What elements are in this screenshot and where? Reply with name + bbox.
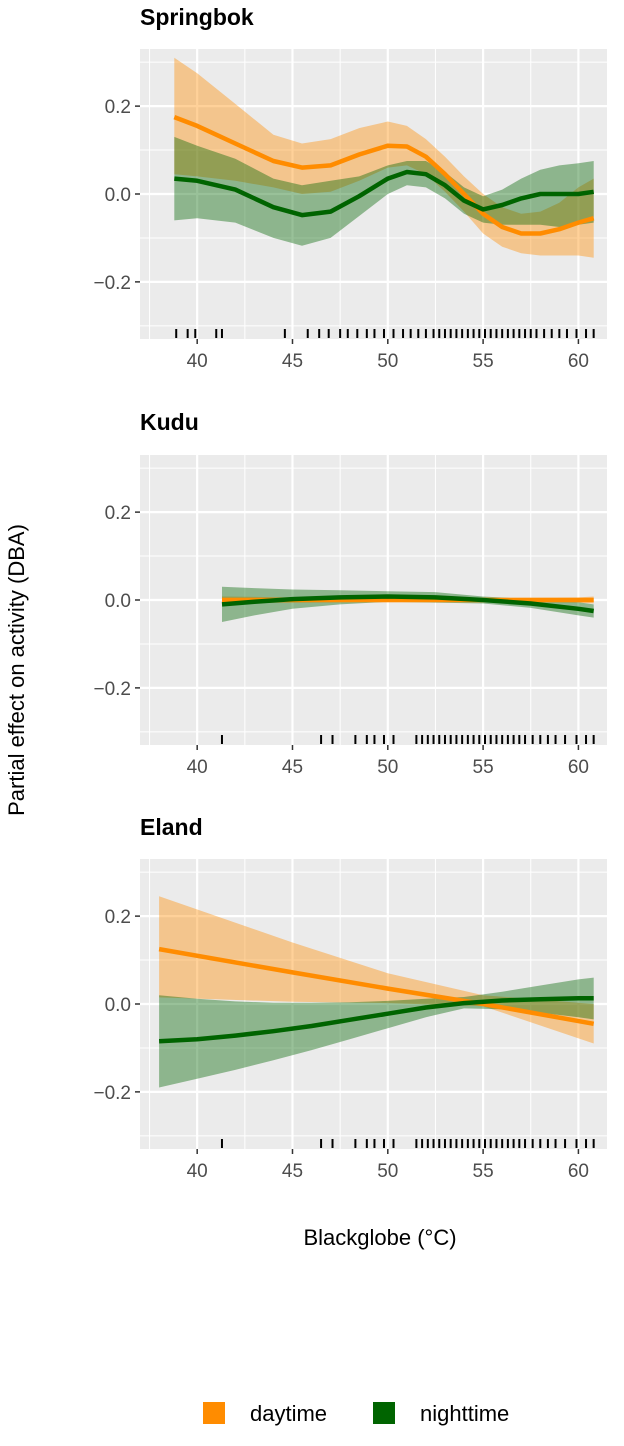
- panel-springbok: −0.2 0.0 0.2 40 45 50 55 60 Springbok: [93, 4, 607, 372]
- y-tick-label: 0.2: [105, 97, 131, 118]
- y-tick-label: −0.2: [93, 273, 131, 294]
- x-tick-label: 40: [187, 1161, 208, 1182]
- nighttime-line: [221, 594, 595, 614]
- daytime-line: [173, 114, 595, 236]
- y-tick-label: 0.2: [105, 907, 131, 928]
- nighttime-confidence-band: [222, 586, 594, 622]
- x-tick-label: 55: [473, 757, 494, 778]
- panel-title: Eland: [140, 814, 203, 840]
- daytime-confidence-band: [159, 896, 594, 1044]
- x-tick-label: 60: [568, 351, 589, 372]
- panel-kudu: −0.2 0.0 0.2 40 45 50 55 60 Kudu: [93, 409, 607, 778]
- panel-title: Kudu: [140, 409, 199, 435]
- nighttime-line: [174, 169, 595, 218]
- legend-key-daytime: [203, 1402, 225, 1424]
- legend: daytime nighttime: [203, 1401, 509, 1426]
- y-tick-label: 0.0: [105, 185, 131, 206]
- legend-key-nighttime: [373, 1402, 395, 1424]
- legend-label-daytime: daytime: [250, 1401, 327, 1426]
- y-axis-label: Partial effect on activity (DBA): [4, 524, 29, 816]
- x-tick-label: 50: [377, 757, 398, 778]
- x-tick-label: 55: [473, 1161, 494, 1182]
- y-tick-label: 0.0: [105, 995, 131, 1016]
- x-tick-label: 60: [568, 1161, 589, 1182]
- y-tick-label: −0.2: [93, 1083, 131, 1104]
- x-tick-label: 45: [282, 757, 303, 778]
- panel-eland: −0.2 0.0 0.2 40 45 50 55 60 Eland: [93, 814, 607, 1182]
- y-tick-label: 0.0: [105, 591, 131, 612]
- legend-label-nighttime: nighttime: [420, 1401, 509, 1426]
- panel-title: Springbok: [140, 4, 254, 30]
- x-tick-label: 55: [473, 351, 494, 372]
- x-tick-label: 40: [187, 757, 208, 778]
- y-tick-label: 0.2: [105, 503, 131, 524]
- x-tick-label: 45: [282, 351, 303, 372]
- panels: −0.2 0.0 0.2 40 45 50 55 60 Springbok −0.2 0.0 0.2 4…: [93, 4, 607, 1182]
- x-tick-label: 45: [282, 1161, 303, 1182]
- nighttime-line: [158, 996, 594, 1044]
- y-tick-label: −0.2: [93, 679, 131, 700]
- x-tick-label: 50: [377, 1161, 398, 1182]
- x-axis-label: Blackglobe (°C): [303, 1225, 456, 1250]
- x-tick-label: 60: [568, 757, 589, 778]
- x-tick-label: 40: [187, 351, 208, 372]
- daytime-line: [158, 946, 595, 1027]
- x-tick-label: 50: [377, 351, 398, 372]
